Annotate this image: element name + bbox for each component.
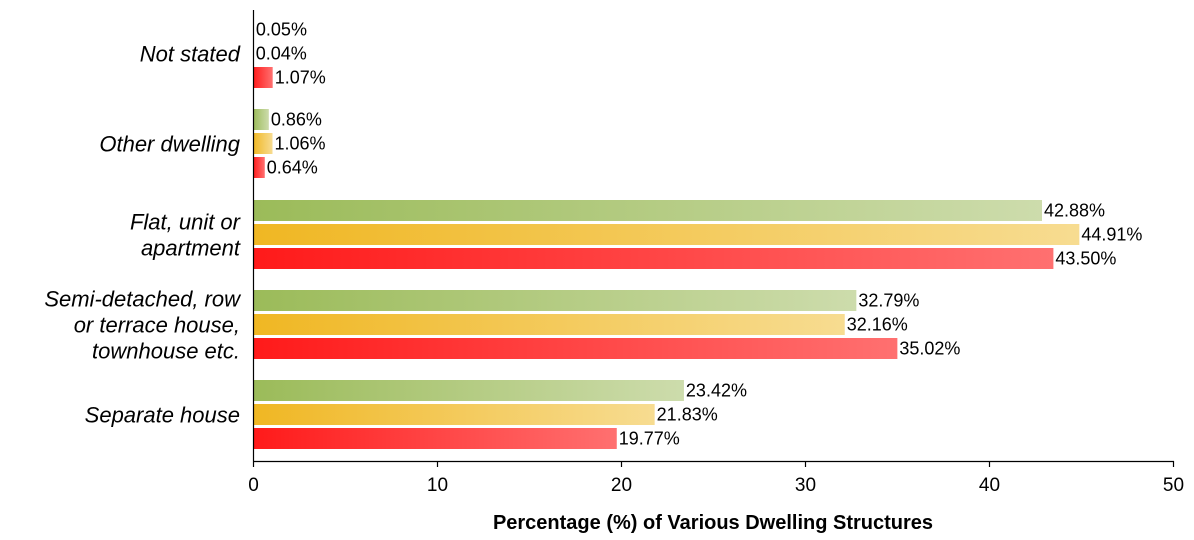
value-label: 32.79% [858, 291, 919, 311]
x-axis-title: Percentage (%) of Various Dwelling Struc… [493, 512, 933, 534]
value-label: 0.04% [256, 44, 307, 64]
x-tick-label: 10 [427, 475, 448, 496]
category-label-line: Flat, unit or [130, 210, 242, 235]
bar-series-3-cat-5 [253, 428, 617, 449]
x-tick-label: 30 [795, 475, 816, 496]
bar-series-3-cat-3 [253, 248, 1054, 269]
category-label-line: Not stated [140, 42, 241, 67]
x-tick-label: 20 [611, 475, 632, 496]
category-label-line: Semi-detached, row [44, 287, 242, 312]
bar-series-1-cat-4 [253, 290, 857, 311]
value-label: 21.83% [657, 405, 718, 425]
category-label: Flat, unit or apartment [130, 210, 242, 261]
category-label: Not stated [140, 42, 241, 67]
category-label-line: Other dwelling [99, 132, 240, 157]
bar-series-1-cat-5 [253, 380, 684, 401]
category-label: Semi-detached, row or terrace house, townh… [44, 287, 242, 364]
value-label: 0.86% [271, 110, 322, 130]
bar-series-3-cat-2 [253, 157, 265, 178]
value-label: 43.50% [1055, 249, 1116, 269]
category-label-line: townhouse etc. [92, 339, 240, 364]
bar-series-2-cat-3 [253, 224, 1080, 245]
category-label-line: apartment [141, 236, 241, 261]
bar-series-2-cat-2 [253, 133, 273, 154]
bar-series-2-cat-5 [253, 404, 655, 425]
value-label: 35.02% [899, 339, 960, 359]
bar-series-3-cat-4 [253, 338, 898, 359]
plot-area: 0.05% 0.04% 1.07% Not stated 0.86% 1.06% 0.64%… [44, 10, 1184, 496]
x-tick-label: 0 [248, 475, 259, 496]
bar-series-1-cat-2 [253, 109, 269, 130]
bar-series-1-cat-3 [253, 200, 1042, 221]
bar-series-3-cat-1 [253, 67, 273, 88]
bar-series-2-cat-4 [253, 314, 845, 335]
x-tick-label: 40 [979, 475, 1000, 496]
value-label: 1.07% [275, 68, 326, 88]
value-label: 0.64% [267, 158, 318, 178]
x-tick-label: 50 [1163, 475, 1184, 496]
value-label: 32.16% [847, 315, 908, 335]
value-label: 42.88% [1044, 201, 1105, 221]
value-label: 19.77% [619, 429, 680, 449]
category-label: Separate house [85, 403, 240, 428]
category-label-line: Separate house [85, 403, 240, 428]
value-label: 44.91% [1081, 225, 1142, 245]
value-label: 0.05% [256, 20, 307, 40]
value-label: 23.42% [686, 381, 747, 401]
value-label: 1.06% [275, 134, 326, 154]
category-label-line: or terrace house, [74, 313, 240, 338]
category-label: Other dwelling [99, 132, 240, 157]
